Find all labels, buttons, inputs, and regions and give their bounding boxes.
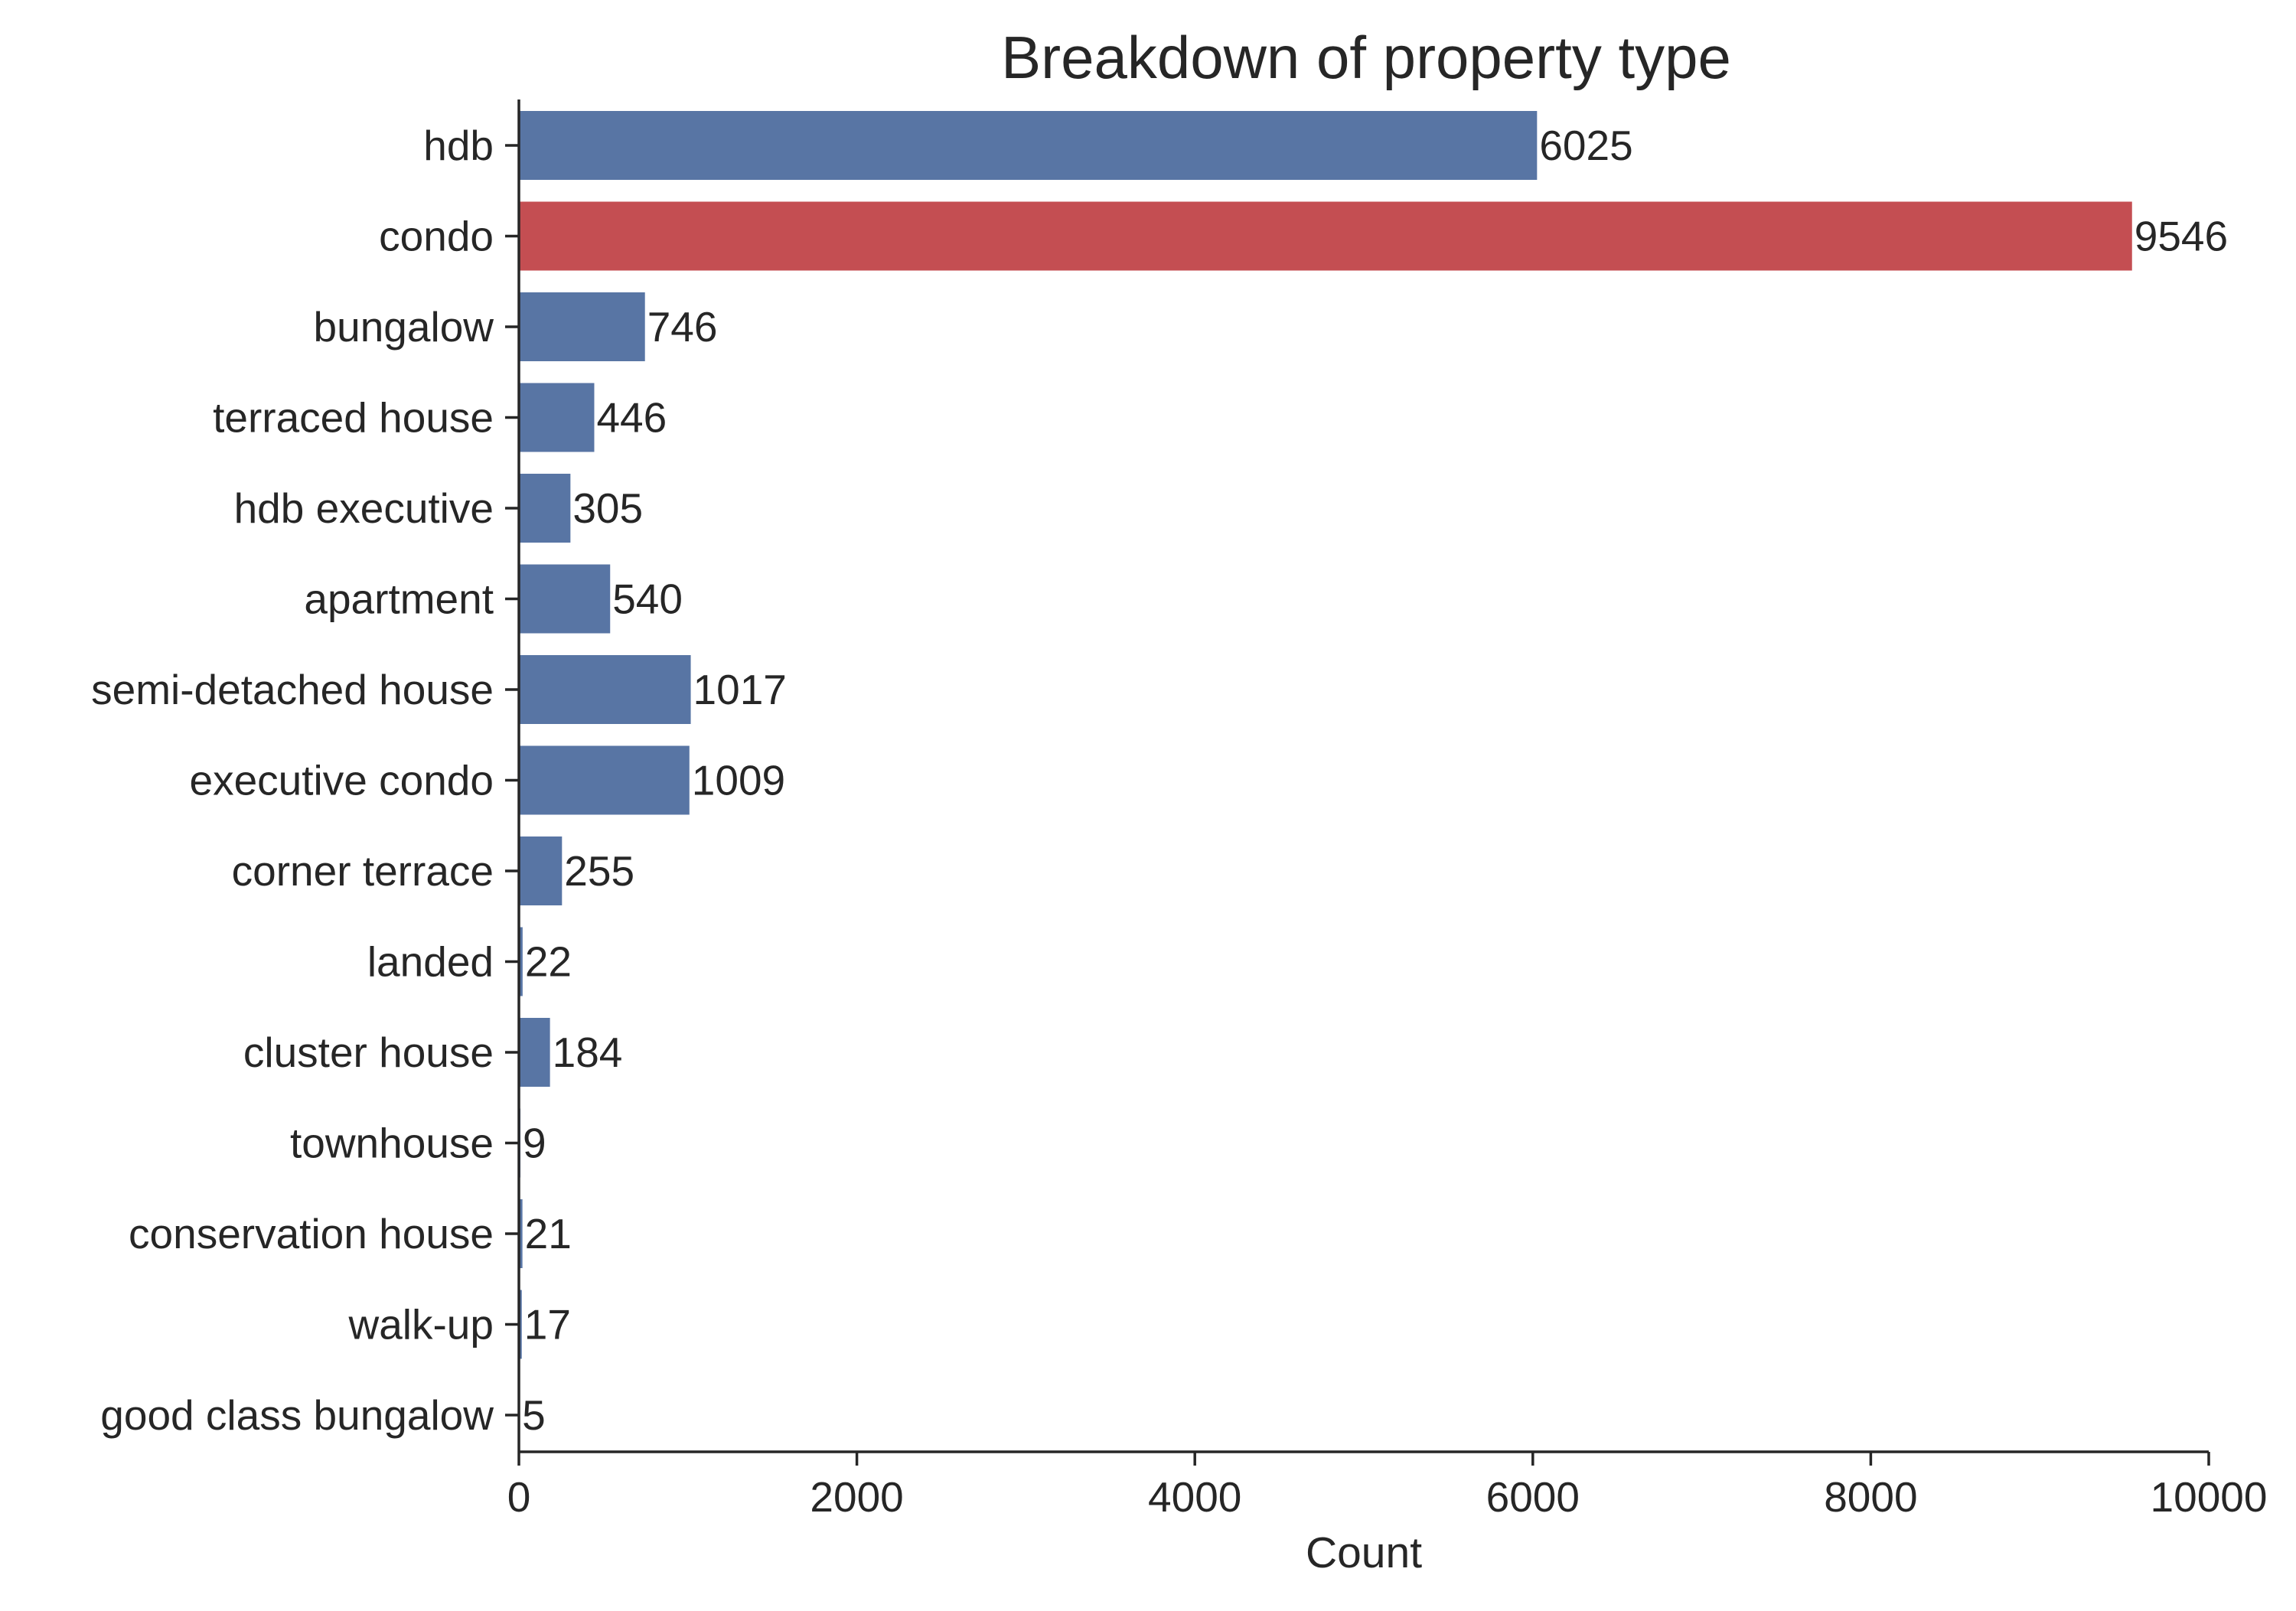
x-tick-label: 8000 xyxy=(1824,1473,1917,1521)
bar-executive-condo xyxy=(519,745,690,815)
y-tick-label-apartment: apartment xyxy=(304,576,494,623)
bar-hdb-executive xyxy=(519,474,571,543)
y-tick-label-conservation-house: conservation house xyxy=(129,1210,494,1257)
x-tick-label: 6000 xyxy=(1486,1473,1580,1521)
y-tick-label-good-class-bungalow: good class bungalow xyxy=(100,1391,494,1439)
y-tick-label-executive-condo: executive condo xyxy=(190,757,494,804)
value-label-executive-condo: 1009 xyxy=(692,757,785,804)
y-tick-label-corner-terrace: corner terrace xyxy=(232,847,494,895)
value-label-landed: 22 xyxy=(525,938,572,986)
bar-landed xyxy=(519,927,523,996)
bar-apartment xyxy=(519,564,611,634)
y-axis: hdb condo bungalow terraced house hdb execut… xyxy=(91,99,520,1452)
bar-walk-up xyxy=(519,1290,522,1359)
y-tick-label-terraced-house: terraced house xyxy=(213,394,494,442)
bars-layer xyxy=(519,111,2132,1450)
value-label-conservation-house: 21 xyxy=(525,1210,572,1257)
y-tick-label-townhouse: townhouse xyxy=(290,1120,494,1167)
x-tick-label: 2000 xyxy=(810,1473,903,1521)
x-tick-label: 4000 xyxy=(1148,1473,1241,1521)
bar-bungalow xyxy=(519,292,645,361)
y-tick-label-bungalow: bungalow xyxy=(314,303,494,351)
x-axis-title: Count xyxy=(1306,1528,1422,1577)
bar-condo xyxy=(519,201,2132,271)
value-label-terraced-house: 446 xyxy=(596,394,667,442)
value-label-corner-terrace: 255 xyxy=(564,847,634,895)
y-tick-label-hdb: hdb xyxy=(423,122,494,169)
value-label-walk-up: 17 xyxy=(524,1301,571,1348)
y-tick-label-hdb-executive: hdb executive xyxy=(234,484,494,532)
y-tick-label-landed: landed xyxy=(367,938,494,986)
x-tick-label: 10000 xyxy=(2151,1473,2268,1521)
value-label-cluster-house: 184 xyxy=(553,1029,623,1076)
y-tick-label-walk-up: walk-up xyxy=(347,1301,494,1348)
value-label-bungalow: 746 xyxy=(647,303,718,351)
bar-semi-detached-house xyxy=(519,655,691,724)
chart-title: Breakdown of property type xyxy=(1001,24,1731,91)
x-axis: 0 2000 4000 6000 8000 10000 xyxy=(507,1450,2268,1521)
bar-hdb xyxy=(519,111,1538,180)
value-label-apartment: 540 xyxy=(612,576,683,623)
value-label-condo: 9546 xyxy=(2135,213,2228,260)
y-tick-label-semi-detached-house: semi-detached house xyxy=(91,666,494,713)
x-tick-label: 0 xyxy=(507,1473,531,1521)
bar-cluster-house xyxy=(519,1018,550,1087)
value-label-hdb: 6025 xyxy=(1539,122,1632,169)
value-label-townhouse: 9 xyxy=(523,1120,546,1167)
y-tick-label-cluster-house: cluster house xyxy=(243,1029,494,1076)
value-label-semi-detached-house: 1017 xyxy=(693,666,787,713)
bar-terraced-house xyxy=(519,383,595,452)
bar-conservation-house xyxy=(519,1199,523,1268)
bar-corner-terrace xyxy=(519,836,563,905)
value-label-hdb-executive: 305 xyxy=(572,484,643,532)
y-tick-label-condo: condo xyxy=(379,213,494,260)
value-label-good-class-bungalow: 5 xyxy=(522,1391,546,1439)
